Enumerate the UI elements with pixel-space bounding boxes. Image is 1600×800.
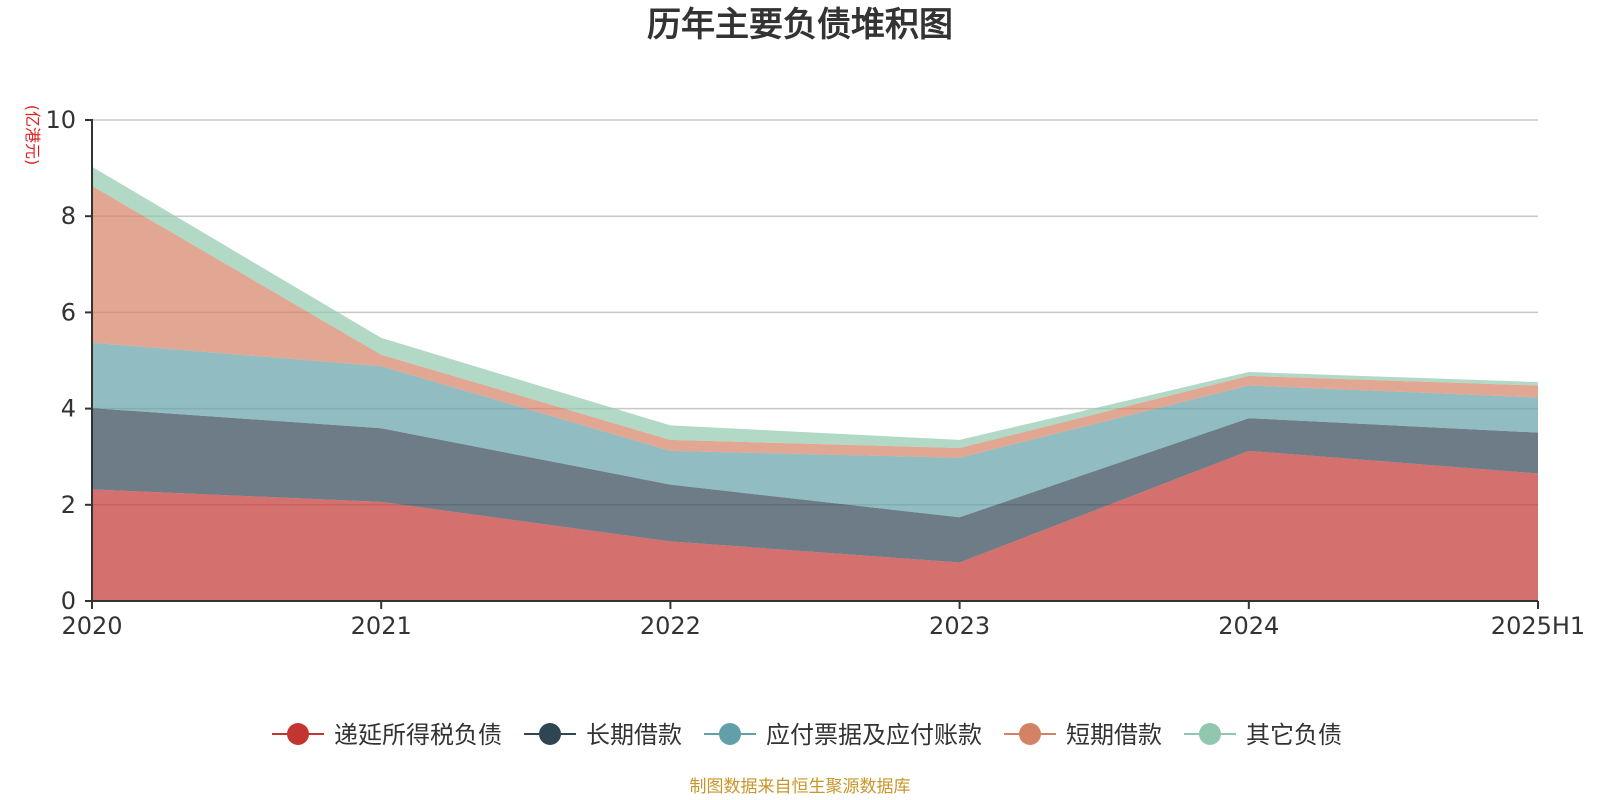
y-tick-label: 2 (61, 491, 76, 519)
legend: 递延所得税负债 长期借款 应付票据及应付账款 短期借款 其它负债 (272, 721, 1342, 749)
legend-marker (287, 723, 309, 745)
legend-label: 长期借款 (586, 721, 682, 749)
y-tick-label: 10 (45, 106, 76, 134)
y-tick-label: 8 (61, 202, 76, 230)
axes (85, 119, 1539, 609)
x-axis-tick-labels: 2020 2021 2022 2023 2024 2025H1 (61, 612, 1585, 640)
y-tick-label: 6 (61, 298, 76, 326)
legend-label: 应付票据及应付账款 (766, 721, 982, 749)
x-tick-label: 2020 (61, 612, 122, 640)
x-tick-label: 2021 (351, 612, 412, 640)
legend-item[interactable]: 其它负债 (1184, 721, 1342, 749)
legend-item[interactable]: 应付票据及应付账款 (704, 721, 982, 749)
legend-label: 短期借款 (1066, 721, 1162, 749)
legend-item[interactable]: 长期借款 (524, 721, 682, 749)
y-tick-label: 4 (61, 395, 76, 423)
y-axis-tick-labels: 0 2 4 6 8 10 (45, 106, 76, 615)
legend-item[interactable]: 递延所得税负债 (272, 721, 502, 749)
legend-marker (1019, 723, 1041, 745)
source-note: 制图数据来自恒生聚源数据库 (690, 777, 911, 797)
y-axis-unit-label: (亿港元) (23, 105, 42, 166)
chart-title: 历年主要负债堆积图 (647, 5, 953, 45)
legend-marker (719, 723, 741, 745)
area-series-1 (92, 408, 1538, 563)
x-tick-label: 2022 (640, 612, 701, 640)
y-tick-label: 0 (61, 587, 76, 615)
legend-marker (539, 723, 561, 745)
legend-label: 其它负债 (1246, 721, 1342, 749)
area-series-group (92, 166, 1538, 601)
legend-label: 递延所得税负债 (334, 721, 502, 749)
x-tick-label: 2025H1 (1491, 612, 1585, 640)
area-series-0 (92, 450, 1538, 601)
x-tick-label: 2023 (929, 612, 990, 640)
legend-item[interactable]: 短期借款 (1004, 721, 1162, 749)
area-series-2 (92, 342, 1538, 518)
legend-marker (1199, 723, 1221, 745)
x-tick-label: 2024 (1218, 612, 1279, 640)
